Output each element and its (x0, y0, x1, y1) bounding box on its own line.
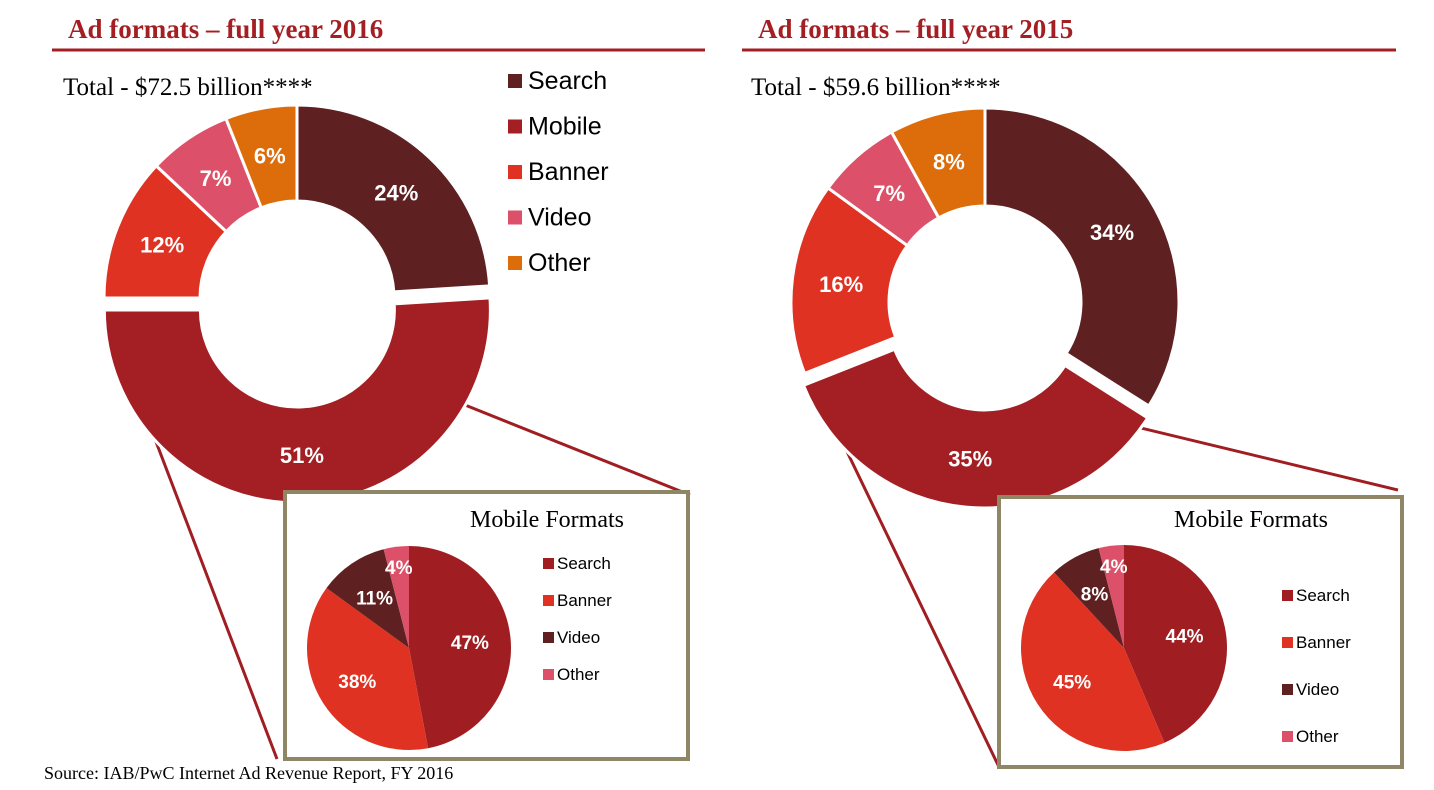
legend-label-other: Other (528, 249, 591, 277)
legend-swatch-mobile (508, 119, 522, 134)
inset-label-search: 44% (1166, 627, 1204, 648)
inset-legend-swatch-video (1282, 684, 1293, 695)
donut-slice-other (224, 103, 299, 210)
total-2015: Total - $59.6 billion**** (751, 74, 1001, 101)
inset-label-other: 4% (385, 558, 413, 579)
zoom-connectors (140, 403, 1399, 768)
source-note: Source: IAB/PwC Internet Ad Revenue Repo… (44, 763, 453, 783)
legend-label-mobile: Mobile (528, 113, 602, 141)
donut-slice-mobile (801, 347, 1150, 510)
panel-title-2016: Ad formats – full year 2016 (68, 14, 383, 44)
inset-legend-label-video: Video (557, 628, 600, 647)
connector-line-1-1 (1140, 426, 1399, 492)
inset-legend-label-search: Search (1296, 586, 1350, 605)
inset-legend-label-other: Other (1296, 727, 1339, 746)
inset-legend-label-banner: Banner (1296, 633, 1351, 652)
inset-title-2016: Mobile Formats (470, 507, 624, 533)
inset-pie-2016: 47% 38% 11% 4% (306, 546, 511, 750)
donut-label-banner: 16% (819, 272, 863, 297)
inset-label-video: 8% (1081, 585, 1109, 606)
inset-legend-swatch-video (543, 632, 554, 643)
panel-2016: Ad formats – full year 2016 Total - $72.… (52, 14, 705, 761)
donut-label-other: 6% (254, 144, 286, 169)
donut-chart-2015: 34% 35% 16% 7% 8% (789, 106, 1181, 510)
inset-legend-label-other: Other (557, 665, 600, 684)
inset-legend-label-search: Search (557, 554, 611, 573)
inset-label-banner: 45% (1053, 673, 1091, 694)
donut-slice-search (983, 106, 1181, 409)
donut-slice-mobile (102, 296, 492, 505)
panel-2015: Ad formats – full year 2015 Total - $59.… (742, 14, 1404, 769)
inset-slice-video (1054, 548, 1124, 648)
inset-legend-swatch-search (543, 558, 554, 569)
inset-legend-2016: Search Banner Video Other (543, 554, 612, 684)
donut-label-banner: 12% (140, 233, 184, 258)
inset-label-other: 4% (1100, 557, 1128, 578)
legend-swatch-video (508, 210, 522, 225)
legend-swatch-banner (508, 165, 522, 179)
legend-swatch-other (508, 256, 522, 270)
donut-label-video: 7% (200, 166, 232, 191)
connector-line-0-1 (464, 403, 691, 497)
inset-label-video: 11% (356, 588, 393, 609)
donut-slice-banner (789, 185, 910, 376)
inset-slice-other (383, 546, 409, 648)
legend-swatch-search (508, 74, 522, 88)
inset-title-2015: Mobile Formats (1174, 507, 1328, 533)
inset-legend-swatch-other (1282, 731, 1293, 742)
connector-line-0-0 (140, 404, 279, 760)
total-2016: Total - $72.5 billion**** (63, 74, 313, 101)
inset-legend-swatch-search (1282, 590, 1293, 601)
inset-slice-search (409, 546, 511, 749)
legend-label-banner: Banner (528, 158, 609, 186)
donut-slice-other (889, 106, 987, 220)
inset-legend-label-banner: Banner (557, 591, 612, 610)
panel-title-2015: Ad formats – full year 2015 (758, 14, 1073, 44)
donut-chart-2016: 24% 51% 12% 7% 6% (102, 103, 492, 505)
connector-line-1-0 (824, 407, 1001, 768)
inset-legend-swatch-other (543, 669, 554, 680)
inset-slice-banner (306, 588, 429, 750)
donut-label-mobile: 35% (948, 446, 992, 471)
inset-legend-swatch-banner (543, 595, 554, 606)
inset-label-banner: 38% (338, 672, 376, 693)
legend-2016: Search Mobile Banner Video Other (508, 67, 609, 277)
donut-label-video: 7% (873, 181, 905, 206)
inset-legend-label-video: Video (1296, 680, 1339, 699)
inset-label-search: 47% (451, 633, 489, 654)
inset-legend-2015: Search Banner Video Other (1282, 586, 1351, 746)
inset-slice-other (1098, 545, 1124, 648)
legend-label-video: Video (528, 204, 592, 232)
inset-legend-swatch-banner (1282, 637, 1293, 648)
inset-pie-2015: 44% 45% 8% 4% (1020, 545, 1228, 751)
donut-label-search: 24% (374, 180, 418, 205)
inset-slice-search (1124, 545, 1228, 743)
donut-label-search: 34% (1090, 220, 1134, 245)
donut-slice-search (295, 103, 492, 294)
donut-label-mobile: 51% (280, 443, 324, 468)
inset-slice-video (326, 549, 409, 648)
donut-label-other: 8% (933, 150, 965, 175)
legend-label-search: Search (528, 67, 607, 95)
inset-slice-banner (1020, 572, 1165, 751)
